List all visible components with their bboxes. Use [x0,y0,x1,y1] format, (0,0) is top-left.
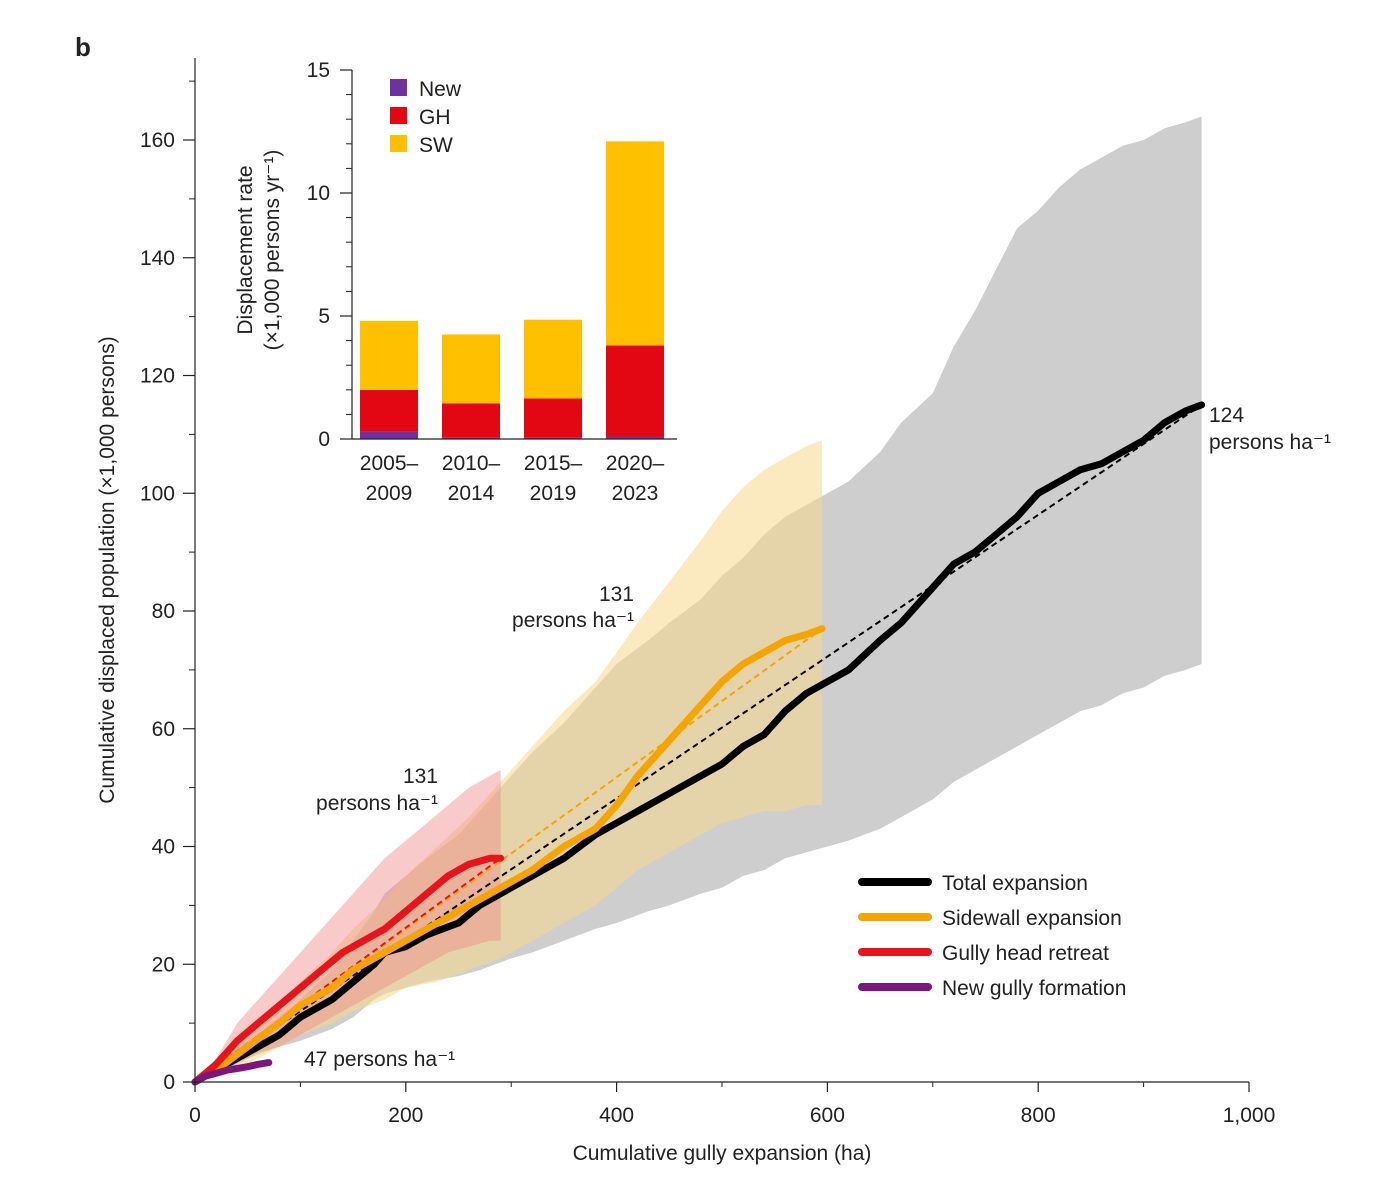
band-gully-head-retreat [195,770,501,1082]
inset-x-tick-label: 2019 [530,482,577,505]
line-sidewall-expansion [191,625,826,1086]
annotation-total-unit: persons ha⁻¹ [1209,431,1331,454]
inset-x-tick-label: 2010– [442,452,501,475]
trend-sidewall-trend [194,627,823,1083]
annotation-gully-head-rate: 131 persons ha⁻¹ [316,765,438,815]
bar-gh-1 [360,389,418,432]
x-tick-label: 600 [810,1104,845,1127]
y-tick-label: 60 [152,718,175,741]
bar-gh-3 [524,398,582,438]
bar-sw-4 [606,141,664,346]
inset-x-tick-label: 2009 [366,482,413,505]
y-tick-label: 120 [140,365,175,388]
bar-new-2 [442,437,500,439]
x-tick-label: 800 [1021,1104,1056,1127]
inset-x-tick-label: 2005– [360,452,419,475]
y-tick-label: 0 [163,1071,175,1094]
bar-gh-2 [442,403,500,438]
x-tick-label: 200 [388,1104,423,1127]
x-axis-title: Cumulative gully expansion (ha) [573,1142,872,1165]
bar-new-3 [524,437,582,439]
y-tick-label: 20 [152,953,175,976]
legend-label-total: Total expansion [942,872,1088,895]
trend-total-trend [194,404,1203,1083]
legend-label-gully-head: Gully head retreat [942,942,1109,965]
inset-x-tick-label: 2023 [612,482,659,505]
inset-y-tick-label: 10 [307,182,330,205]
band-sidewall-expansion [195,440,823,1082]
bar-sw-1 [360,320,418,390]
inset-y-tick-label: 0 [318,428,330,451]
annotation-new-gully-rate: 47 persons ha⁻¹ [304,1048,455,1071]
inset-legend-swatch-new [390,79,407,96]
inset-axes: 0 5 10 15 [307,59,677,451]
series-lines [191,401,1206,1086]
main-chart: 0 200 400 600 800 1,000020406080100120140160 … [96,58,1331,1165]
annotation-gh-value: 131 [403,765,438,788]
annotation-total-value: 124 [1209,404,1244,427]
inset-y-tick-label: 5 [318,305,330,328]
bar-sw-3 [524,319,582,399]
panel-label: b [75,32,91,62]
x-tick-label: 400 [599,1104,634,1127]
y-tick-label: 160 [140,129,175,152]
x-tick-label: 1,000 [1223,1104,1276,1127]
inset-y-title-line1: Displacement rate [234,165,257,334]
legend-label-sidewall: Sidewall expansion [942,907,1122,930]
inset-y-axis-title: Displacement rate (×1,000 persons yr⁻¹) [234,150,284,351]
inset-y-title-line2: (×1,000 persons yr⁻¹) [261,150,284,351]
inset-x-tick-label: 2015– [524,452,583,475]
line-new-gully-formation [191,1059,273,1086]
legend-label-new-gully: New gully formation [942,977,1126,1000]
y-tick-label: 40 [152,836,175,859]
y-tick-label: 80 [152,600,175,623]
inset-legend-label-gh: GH [419,106,451,129]
main-legend: Total expansion Sidewall expansion Gully… [858,872,1126,1000]
inset-chart: 2005– 2009 2010– 2014 2015– 2019 2020– 2023 0 5 1… [234,59,684,520]
annotation-total-rate: 124 persons ha⁻¹ [1209,404,1331,454]
bar-new-1 [360,431,418,439]
x-tick-label: 0 [189,1104,201,1127]
annotation-sw-unit: persons ha⁻¹ [512,609,634,632]
bar-new-4 [606,436,664,439]
bar-gh-4 [606,345,664,437]
bar-sw-2 [442,334,500,404]
inset-legend: New GH SW [390,78,462,157]
inset-legend-swatch-sw [390,135,407,152]
inset-legend-label-new: New [419,78,462,101]
confidence-bands [195,116,1202,1082]
line-gully-head-retreat [191,854,505,1086]
inset-legend-swatch-gh [390,107,407,124]
y-tick-label: 140 [140,247,175,270]
annotation-sidewall-rate: 131 persons ha⁻¹ [512,583,634,632]
inset-x-tick-label: 2014 [448,482,495,505]
y-tick-label: 100 [140,482,175,505]
inset-bars: 2005– 2009 2010– 2014 2015– 2019 2020– 2023 [360,141,665,505]
inset-legend-label-sw: SW [419,134,453,157]
y-axis-title: Cumulative displaced population (×1,000 … [96,336,119,804]
inset-x-tick-label: 2020– [606,452,665,475]
line-total-expansion [191,401,1206,1086]
inset-y-tick-label: 15 [307,59,330,82]
annotation-gh-unit: persons ha⁻¹ [316,792,438,815]
annotation-sw-value: 131 [599,583,634,606]
band-total-expansion [195,116,1202,1082]
